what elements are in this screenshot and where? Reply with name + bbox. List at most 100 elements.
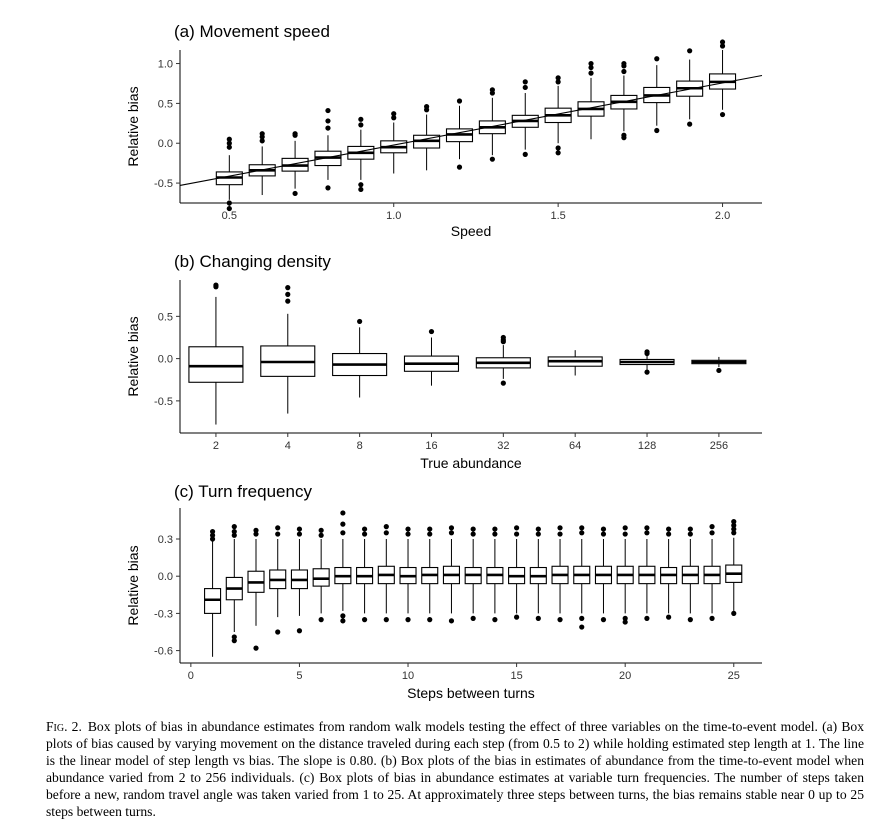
- x-tick-label: 16: [425, 440, 437, 452]
- y-tick-label: 0.0: [158, 138, 173, 150]
- outlier-point: [285, 285, 291, 291]
- x-tick-label: 1.5: [550, 210, 565, 222]
- y-axis-label: Relative bias: [125, 545, 141, 625]
- outlier-point: [654, 127, 660, 134]
- figure-caption: Fig. 2. Box plots of bias in abundance es…: [46, 718, 864, 820]
- trend-line: [179, 74, 763, 187]
- outlier-point: [500, 334, 506, 341]
- outlier-point: [644, 615, 650, 621]
- outlier-point: [340, 618, 346, 624]
- outlier-point: [622, 525, 628, 531]
- outlier-point: [296, 628, 303, 634]
- outlier-point: [719, 111, 726, 118]
- outlier-point: [226, 205, 232, 212]
- y-tick-label: -0.6: [154, 646, 173, 658]
- outlier-point: [296, 531, 303, 537]
- outlier-point: [456, 98, 463, 104]
- box-plot: [573, 525, 591, 630]
- panel-turn-frequency: (c) Turn frequency 0.3 0.0 -0.3 -0.6 0 5 10 15 20…: [125, 482, 762, 701]
- box-plot: [610, 60, 638, 141]
- outlier-point: [579, 615, 585, 621]
- box-plot: [511, 79, 539, 157]
- outlier-point: [226, 136, 232, 142]
- box-plot: [619, 349, 675, 375]
- outlier-point: [500, 380, 506, 386]
- box-plot: [508, 525, 526, 620]
- y-tick-label: 1.0: [158, 59, 173, 71]
- outlier-point: [731, 519, 737, 525]
- panel-title: (a) Movement speed: [174, 22, 330, 41]
- outlier-point: [424, 103, 430, 110]
- box-plot: [529, 526, 547, 621]
- outlier-point: [259, 138, 265, 144]
- x-tick-label: 10: [402, 670, 414, 682]
- outlier-point: [361, 531, 368, 537]
- box-plot: [380, 111, 408, 174]
- box-plot: [314, 107, 342, 191]
- outlier-point: [383, 530, 389, 536]
- box-plot: [312, 527, 330, 623]
- box-plot: [725, 519, 743, 617]
- x-tick-label: 2.0: [715, 210, 730, 222]
- x-axis-label: Speed: [451, 223, 491, 239]
- outlier-point: [666, 614, 672, 620]
- box-plot: [691, 356, 747, 374]
- outlier-point: [644, 525, 650, 531]
- outlier-point: [535, 526, 541, 532]
- outlier-point: [666, 531, 672, 537]
- outlier-point: [579, 525, 585, 531]
- outlier-point: [731, 530, 737, 536]
- y-axis-label: Relative bias: [125, 86, 141, 166]
- outlier-point: [292, 131, 298, 137]
- box-plot: [594, 526, 613, 623]
- outlier-point: [621, 60, 627, 67]
- y-tick-label: 0.5: [158, 311, 173, 323]
- box-plot: [290, 526, 308, 634]
- outlier-point: [709, 524, 715, 530]
- outlier-point: [448, 525, 455, 531]
- outlier-point: [325, 185, 331, 191]
- outlier-point: [213, 282, 219, 288]
- outlier-point: [259, 131, 265, 137]
- outlier-point: [555, 75, 561, 81]
- x-tick-label: 4: [285, 440, 291, 452]
- y-tick-label: 0.0: [158, 354, 173, 366]
- outlier-point: [687, 48, 693, 54]
- outlier-point: [687, 526, 693, 532]
- panel-title: (c) Turn frequency: [174, 482, 312, 501]
- panel-changing-density: (b) Changing density 0.5 0.0 -0.5 2 4 8 16 32 64 1…: [125, 252, 762, 471]
- outlier-point: [555, 150, 561, 156]
- box-plot: [616, 525, 634, 625]
- box-plot: [708, 39, 737, 118]
- outlier-point: [621, 132, 627, 138]
- outlier-point: [285, 298, 291, 304]
- outlier-point: [358, 182, 364, 188]
- outlier-point: [325, 125, 331, 131]
- outlier-point: [709, 530, 715, 536]
- outlier-point: [428, 328, 435, 335]
- outlier-point: [644, 530, 650, 536]
- outlier-point: [622, 531, 628, 537]
- outlier-point: [448, 530, 455, 536]
- panel-movement-speed: (a) Movement speed 1.0 0.5 0.0 -0.5 0.5 1.0 1.5…: [125, 22, 763, 239]
- box-plot: [399, 526, 417, 623]
- outlier-point: [231, 638, 237, 644]
- box-plot: [334, 510, 352, 624]
- outlier-point: [427, 617, 433, 623]
- outlier-point: [588, 70, 594, 76]
- outlier-point: [492, 531, 498, 537]
- outlier-point: [600, 617, 607, 623]
- outlier-point: [253, 645, 259, 651]
- outlier-point: [361, 526, 368, 532]
- outlier-point: [666, 526, 672, 532]
- outlier-point: [470, 526, 476, 532]
- outlier-point: [325, 118, 331, 124]
- outlier-point: [687, 617, 693, 623]
- outlier-point: [514, 525, 520, 531]
- outlier-point: [427, 526, 433, 532]
- outlier-point: [489, 156, 495, 162]
- outlier-point: [489, 87, 495, 93]
- outlier-point: [522, 79, 528, 85]
- box-plot: [676, 48, 704, 127]
- outlier-point: [383, 524, 389, 530]
